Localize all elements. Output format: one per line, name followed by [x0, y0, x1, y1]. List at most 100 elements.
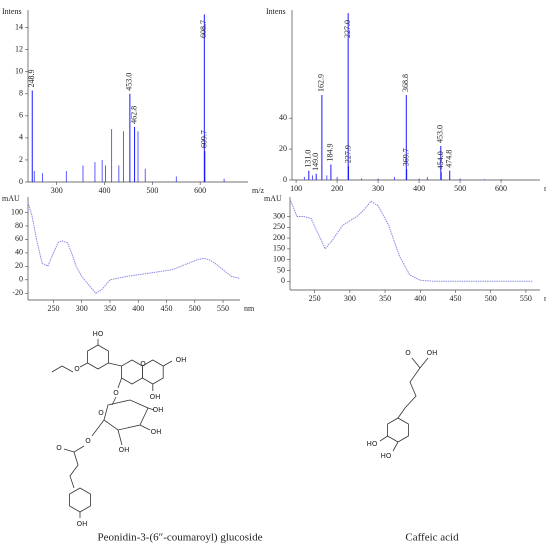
x-tick-label: 250 — [47, 304, 59, 313]
bond — [147, 407, 155, 411]
peak-label: 149.0 — [311, 153, 320, 171]
x-tick-label: 350 — [104, 304, 116, 313]
x-axis-label: m/z — [252, 186, 264, 195]
peak-label: 131.0 — [304, 150, 313, 168]
bond — [117, 429, 123, 446]
x-tick-label: 600 — [194, 186, 206, 195]
atom-label: O — [74, 365, 80, 373]
atom-label: OH — [427, 349, 438, 357]
structure-right — [379, 357, 429, 452]
x-tick-label: 600 — [495, 184, 507, 193]
uv-curve — [27, 202, 241, 294]
chart: -20 0 20 40 60 80 100 250 300 350 400 450 500 550 mAU n… — [2, 194, 255, 313]
x-tick-label: 250 — [309, 294, 321, 303]
bond — [419, 357, 429, 369]
bond — [91, 419, 105, 437]
x-tick-label: 500 — [485, 294, 497, 303]
bond — [411, 357, 421, 369]
x-axis-label: nm — [544, 294, 546, 303]
x-tick-label: 400 — [99, 186, 111, 195]
peak-label: 453.0 — [125, 73, 134, 91]
x-tick-label: 450 — [161, 304, 173, 313]
y-tick-label: -20 — [12, 288, 23, 297]
bond — [79, 362, 88, 368]
y-tick-label: 100 — [273, 255, 285, 264]
compound-name: Caffeic acid — [405, 532, 459, 544]
structure-left — [51, 339, 173, 518]
bond — [139, 424, 151, 431]
atom-label: OH — [150, 393, 161, 401]
y-tick-label: 0 — [19, 275, 23, 284]
bond — [117, 377, 122, 389]
peak-label: 474.8 — [445, 150, 454, 168]
bond — [397, 367, 421, 419]
atom-label: OH — [119, 446, 130, 454]
x-tick-label: 300 — [76, 304, 88, 313]
atom-label: OH — [176, 356, 187, 364]
x-tick-label: 500 — [189, 304, 201, 313]
x-tick-label: 300 — [51, 186, 63, 195]
x-tick-label: 300 — [372, 184, 384, 193]
atom-label: O — [98, 409, 104, 417]
atom-label: O — [140, 360, 146, 368]
y-tick-label: 0 — [281, 276, 285, 285]
atom-label: O — [405, 349, 411, 357]
chart: 0 2 4 6 8 10 12 14 300 400 500 600 Intens m/z 248.9 453… — [2, 7, 264, 195]
aromatic-ring — [141, 359, 164, 385]
y-tick-label: 10 — [15, 67, 23, 76]
uv-curve — [289, 199, 533, 282]
y-tick-label: 60 — [15, 234, 23, 243]
atom-label: O — [56, 444, 62, 452]
y-tick-label: 12 — [15, 45, 23, 54]
x-tick-label: 400 — [414, 294, 426, 303]
y-axis-label: mAU — [264, 194, 282, 203]
x-tick-label: 400 — [132, 304, 144, 313]
x-tick-label: 300 — [344, 294, 356, 303]
y-axis-label: Intens — [2, 7, 22, 16]
aromatic-ring — [87, 344, 109, 370]
peak-label: 227.9 — [343, 145, 352, 163]
bond — [108, 362, 122, 367]
peak-label: 608.7 — [199, 20, 208, 38]
y-tick-label: 50 — [277, 265, 285, 274]
atom-label: O — [113, 389, 119, 397]
atom-label: HO — [367, 440, 378, 448]
chart: 0 20 40 100 200 300 400 500 600 Intens m/z 131.0149… — [266, 7, 546, 193]
compound-name: Peonidin-3-(6″-coumaroyl) glucoside — [98, 532, 263, 544]
aromatic-ring — [387, 417, 409, 443]
y-tick-label: 200 — [273, 233, 285, 242]
bond — [51, 365, 74, 373]
x-tick-label: 500 — [454, 184, 466, 193]
y-tick-label: 6 — [19, 111, 23, 120]
peak-label: 462.8 — [129, 106, 138, 124]
y-tick-label: 4 — [19, 133, 23, 142]
peak-label: 162.9 — [317, 74, 326, 92]
y-tick-label: 100 — [11, 207, 23, 216]
aromatic-ring — [69, 487, 91, 513]
y-tick-label: 0 — [19, 177, 23, 186]
x-axis-label: m/z — [544, 184, 546, 193]
y-tick-label: 8 — [19, 89, 23, 98]
y-tick-label: 2 — [19, 155, 23, 164]
y-axis-label: mAU — [2, 194, 20, 203]
x-tick-label: 100 — [290, 184, 302, 193]
x-tick-label: 550 — [520, 294, 532, 303]
x-tick-label: 500 — [146, 186, 158, 195]
peak-label: 184.9 — [326, 144, 335, 162]
atom-label: HO — [93, 330, 104, 338]
y-axis-label: Intens — [266, 7, 286, 16]
y-tick-label: 20 — [279, 144, 287, 153]
atom-label: OH — [77, 520, 88, 528]
peak-label: 454.0 — [436, 151, 445, 169]
x-axis-label: nm — [244, 304, 255, 313]
y-tick-label: 14 — [15, 22, 23, 31]
bond — [63, 448, 75, 453]
peak-label: 609.7 — [200, 130, 209, 148]
peak-label: 227.0 — [343, 20, 352, 38]
y-tick-label: 40 — [279, 113, 287, 122]
y-tick-label: 250 — [273, 222, 285, 231]
y-tick-label: 0 — [283, 175, 287, 184]
x-tick-label: 400 — [413, 184, 425, 193]
